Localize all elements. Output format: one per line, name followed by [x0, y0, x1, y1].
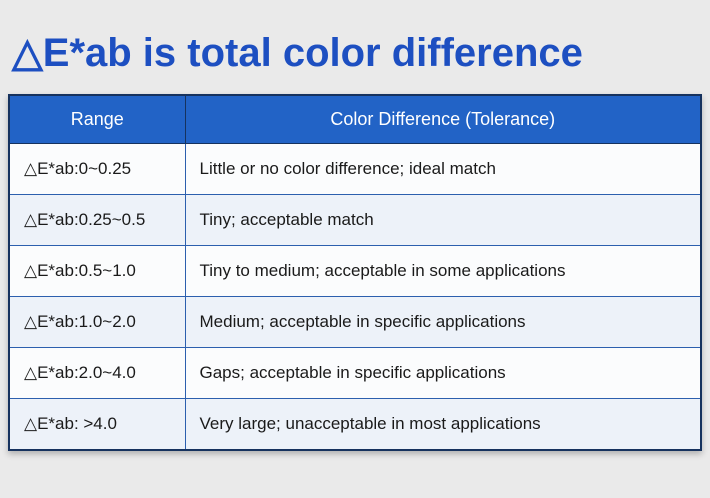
header-row: Range Color Difference (Tolerance): [8, 94, 702, 144]
page-title: △E*ab is total color difference: [12, 31, 583, 75]
range-cell: △E*ab: >4.0: [8, 398, 186, 451]
range-cell: △E*ab:0~0.25: [8, 143, 186, 195]
table-row: △E*ab:0.25~0.5 Tiny; acceptable match: [8, 194, 702, 246]
header-color-difference: Color Difference (Tolerance): [184, 94, 702, 144]
description-cell: Little or no color difference; ideal mat…: [184, 143, 702, 195]
range-cell: △E*ab:1.0~2.0: [8, 296, 186, 348]
description-cell: Gaps; acceptable in specific application…: [184, 347, 702, 399]
range-cell: △E*ab:0.5~1.0: [8, 245, 186, 297]
table-row: △E*ab:0.5~1.0 Tiny to medium; acceptable …: [8, 245, 702, 297]
description-cell: Very large; unacceptable in most applica…: [184, 398, 702, 451]
range-cell: △E*ab:0.25~0.5: [8, 194, 186, 246]
page: △E*ab is total color difference Range Co…: [8, 31, 702, 451]
table-row: △E*ab:0~0.25 Little or no color differenc…: [8, 143, 702, 195]
table-row: △E*ab:2.0~4.0 Gaps; acceptable in specifi…: [8, 347, 702, 399]
table-body: △E*ab:0~0.25 Little or no color differenc…: [8, 143, 702, 451]
color-difference-table: Range Color Difference (Tolerance) △E*ab…: [8, 94, 702, 451]
header-range: Range: [8, 94, 186, 144]
description-cell: Tiny to medium; acceptable in some appli…: [184, 245, 702, 297]
description-cell: Tiny; acceptable match: [184, 194, 702, 246]
table-row: △E*ab:1.0~2.0 Medium; acceptable in speci…: [8, 296, 702, 348]
table-header: Range Color Difference (Tolerance): [8, 94, 702, 144]
range-cell: △E*ab:2.0~4.0: [8, 347, 186, 399]
table-row: △E*ab: >4.0 Very large; unacceptable in m…: [8, 398, 702, 451]
description-cell: Medium; acceptable in specific applicati…: [184, 296, 702, 348]
